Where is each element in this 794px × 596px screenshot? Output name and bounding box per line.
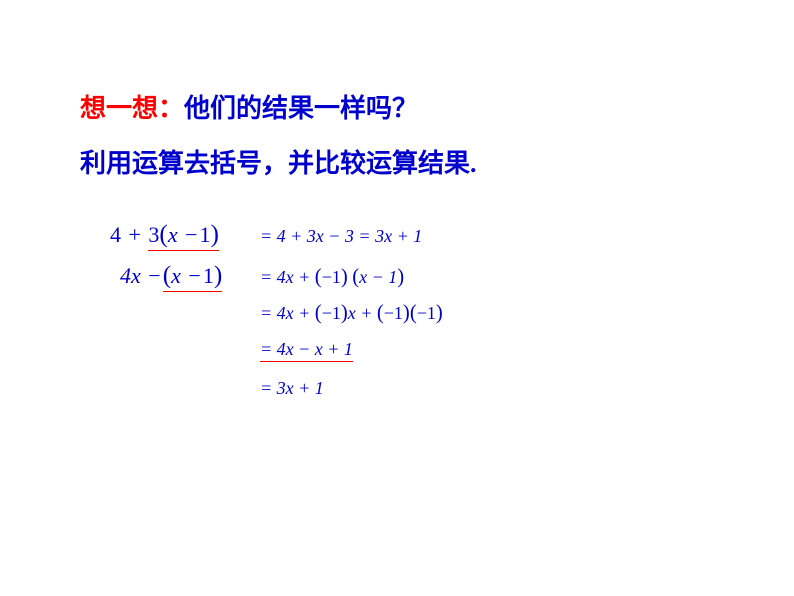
heading-rest: 他们的结果一样吗？ xyxy=(184,94,418,123)
t: ) xyxy=(397,266,404,288)
t: 3 xyxy=(148,222,159,247)
t: ) xyxy=(403,302,410,324)
t: ) xyxy=(436,302,443,324)
t: ( xyxy=(315,266,322,288)
math-row-3: = 4x + (−1)x + (−1)(−1) xyxy=(260,302,794,325)
math-area: 4 + 3(x −1) = 4 + 3x − 3 = 3x + 1 4x −(x… xyxy=(80,220,794,399)
t: 1 xyxy=(200,222,211,247)
expr-right-2: = 4x + (−1) (x − 1) xyxy=(260,266,404,289)
underline-group-4: = 4x − x + 1 xyxy=(260,339,353,360)
t: 1 xyxy=(203,263,214,288)
t: − xyxy=(188,263,200,288)
t: ( xyxy=(159,220,167,248)
t: x + xyxy=(348,303,373,323)
t: = 4x + xyxy=(260,303,310,323)
t: = 3x + 1 xyxy=(260,378,324,398)
t: x xyxy=(171,263,181,288)
expr-left-2: 4x −(x −1) xyxy=(110,261,260,290)
t: 4 xyxy=(110,222,121,247)
t: x xyxy=(168,222,178,247)
t: + xyxy=(129,222,141,247)
heading-prefix: 想一想： xyxy=(80,94,184,123)
expr-right-1: = 4 + 3x − 3 = 3x + 1 xyxy=(260,226,422,247)
math-row-1: 4 + 3(x −1) = 4 + 3x − 3 = 3x + 1 xyxy=(110,220,794,249)
t: ( xyxy=(163,261,171,289)
expr-left-1: 4 + 3(x −1) xyxy=(110,220,260,249)
t: −1 xyxy=(322,267,341,287)
t: − xyxy=(148,263,160,288)
t: 4x xyxy=(120,263,141,288)
slide-content: 想一想：他们的结果一样吗？ 利用运算去括号，并比较运算结果. 4 + 3(x −… xyxy=(0,0,794,399)
t: ) xyxy=(214,261,222,289)
t: ) xyxy=(341,266,348,288)
heading-line-2: 利用运算去括号，并比较运算结果. xyxy=(80,143,794,180)
math-row-4: = 4x − x + 1 xyxy=(260,339,794,360)
math-row-5: = 3x + 1 xyxy=(260,378,794,399)
t: − xyxy=(185,222,197,247)
underline-group-2: (x −1) xyxy=(163,261,223,290)
t: ( xyxy=(410,302,417,324)
t: −1 xyxy=(322,303,341,323)
t: ( xyxy=(377,302,384,324)
t: ) xyxy=(341,302,348,324)
underline-group-1: 3(x −1) xyxy=(148,220,219,249)
heading-line-1: 想一想：他们的结果一样吗？ xyxy=(80,88,794,125)
t: −1 xyxy=(417,303,436,323)
t: −1 xyxy=(384,303,403,323)
t: x − 1 xyxy=(359,267,397,287)
t: ) xyxy=(211,220,219,248)
t: = 4x + xyxy=(260,267,310,287)
t: ( xyxy=(315,302,322,324)
math-row-2: 4x −(x −1) = 4x + (−1) (x − 1) xyxy=(110,261,794,290)
